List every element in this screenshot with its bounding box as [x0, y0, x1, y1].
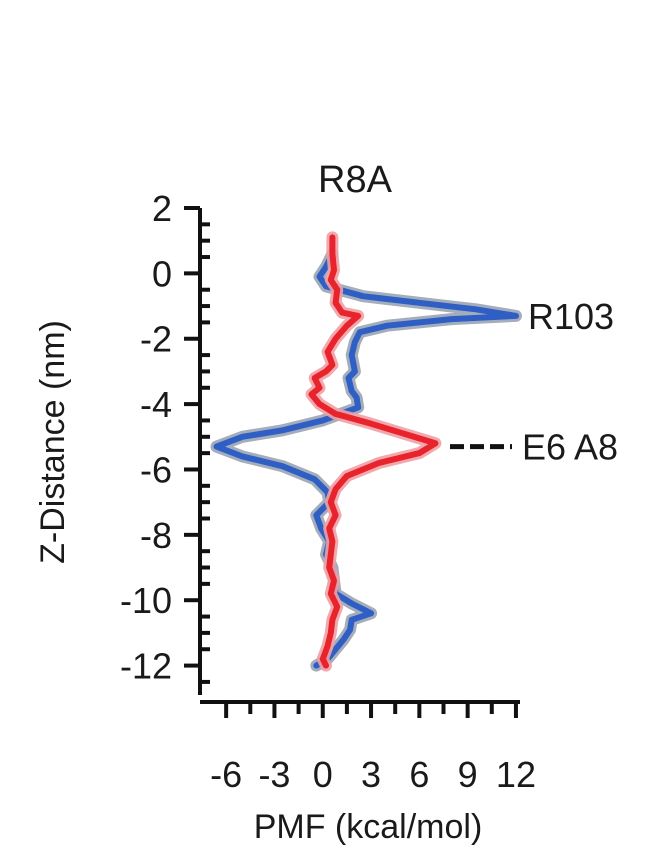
x-tick-label: -3	[258, 754, 290, 795]
y-tick-label: -10	[120, 580, 172, 621]
y-tick-label: -6	[140, 449, 172, 490]
annotation-label-0: R103	[528, 296, 614, 337]
y-axis: 2 0 -2 -4 -6 -8 -10 -12	[120, 188, 210, 695]
y-tick-label: -2	[140, 319, 172, 360]
y-tick-label: -4	[140, 384, 172, 425]
x-tick-label: -6	[210, 754, 242, 795]
y-tick-label: -12	[120, 646, 172, 687]
x-axis-label: PMF (kcal/mol)	[254, 808, 483, 846]
annotation-label-1: E6 A8	[522, 427, 618, 468]
y-tick-label: 0	[152, 253, 172, 294]
series-layer	[210, 231, 522, 672]
chart-title: R8A	[318, 159, 393, 201]
series-1-line	[308, 234, 439, 669]
y-tick-label: -8	[140, 515, 172, 556]
x-axis: -6 -3 0 3 6 9 12	[200, 700, 536, 795]
x-tick-label: 3	[361, 754, 381, 795]
y-axis-label: Z-Distance (nm)	[34, 320, 72, 564]
annotation-layer: R103 E6 A8	[450, 296, 618, 468]
series-0-line	[213, 250, 519, 669]
y-tick-label: 2	[152, 188, 172, 229]
x-tick-label: 0	[313, 754, 333, 795]
x-tick-label: 12	[496, 754, 536, 795]
x-tick-label: 6	[409, 754, 429, 795]
x-tick-label: 9	[458, 754, 478, 795]
